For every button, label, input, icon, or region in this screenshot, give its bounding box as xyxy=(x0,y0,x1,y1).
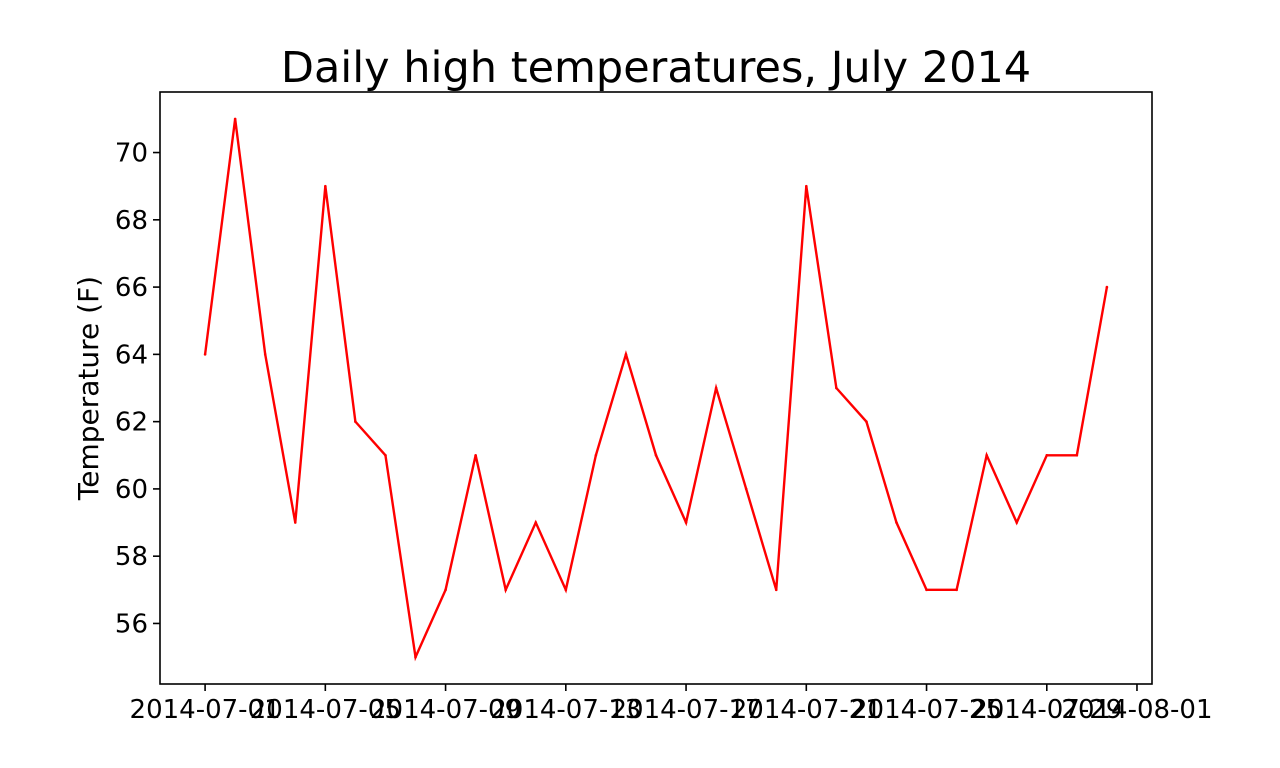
data-point xyxy=(714,386,718,390)
x-tick-label: 2014-07-01 xyxy=(130,695,281,725)
axes-frame xyxy=(159,91,1153,685)
data-point xyxy=(504,588,507,592)
data-point xyxy=(1045,453,1049,457)
data-point xyxy=(414,655,417,659)
data-point xyxy=(744,487,748,491)
data-point xyxy=(774,588,778,592)
y-axis-ticks: 56 58 60 62 64 66 68 70 xyxy=(115,139,160,639)
x-tick-label: 2014-07-17 xyxy=(611,695,762,725)
data-point xyxy=(293,521,297,524)
data-point xyxy=(233,117,237,121)
x-tick-label: 2014-08-01 xyxy=(1061,695,1212,725)
y-tick-label: 64 xyxy=(115,340,148,370)
data-point xyxy=(444,588,447,592)
data-point xyxy=(895,521,898,524)
data-point xyxy=(564,588,568,592)
y-tick-label: 70 xyxy=(115,139,148,169)
y-tick-label: 56 xyxy=(115,609,148,639)
data-point xyxy=(384,453,387,457)
data-point xyxy=(354,420,357,423)
data-point xyxy=(1015,521,1019,524)
data-point xyxy=(925,588,928,592)
data-point xyxy=(263,353,267,356)
x-tick-label: 2014-07-13 xyxy=(490,695,641,725)
y-tick-label: 66 xyxy=(115,273,148,303)
x-axis-ticks: 2014-07-012014-07-052014-07-092014-07-13… xyxy=(130,684,1213,725)
y-tick-label: 58 xyxy=(115,542,148,572)
data-point xyxy=(805,184,808,188)
y-tick-label: 60 xyxy=(115,475,148,505)
data-point xyxy=(835,386,838,390)
data-point xyxy=(534,521,538,524)
data-point xyxy=(684,521,688,524)
data-point xyxy=(654,453,658,457)
y-axis-label: Temperature (F) xyxy=(72,276,105,501)
data-point xyxy=(474,453,477,457)
data-point xyxy=(324,184,327,188)
data-point xyxy=(985,453,988,457)
series-layer xyxy=(203,117,1109,662)
data-point xyxy=(1075,453,1079,457)
data-point xyxy=(955,588,958,592)
data-point xyxy=(1105,285,1109,289)
chart-title: Daily high temperatures, July 2014 xyxy=(281,43,1031,93)
data-point xyxy=(203,353,207,356)
data-point xyxy=(594,453,598,457)
data-point xyxy=(865,420,868,423)
x-tick-label: 2014-07-29 xyxy=(971,695,1122,725)
x-tick-label: 2014-07-21 xyxy=(731,695,882,725)
x-tick-label: 2014-07-25 xyxy=(851,695,1002,725)
x-tick-label: 2014-07-05 xyxy=(250,695,401,725)
y-tick-label: 68 xyxy=(115,206,148,236)
data-point xyxy=(624,353,628,356)
x-tick-label: 2014-07-09 xyxy=(370,695,521,725)
y-tick-label: 62 xyxy=(115,408,148,438)
